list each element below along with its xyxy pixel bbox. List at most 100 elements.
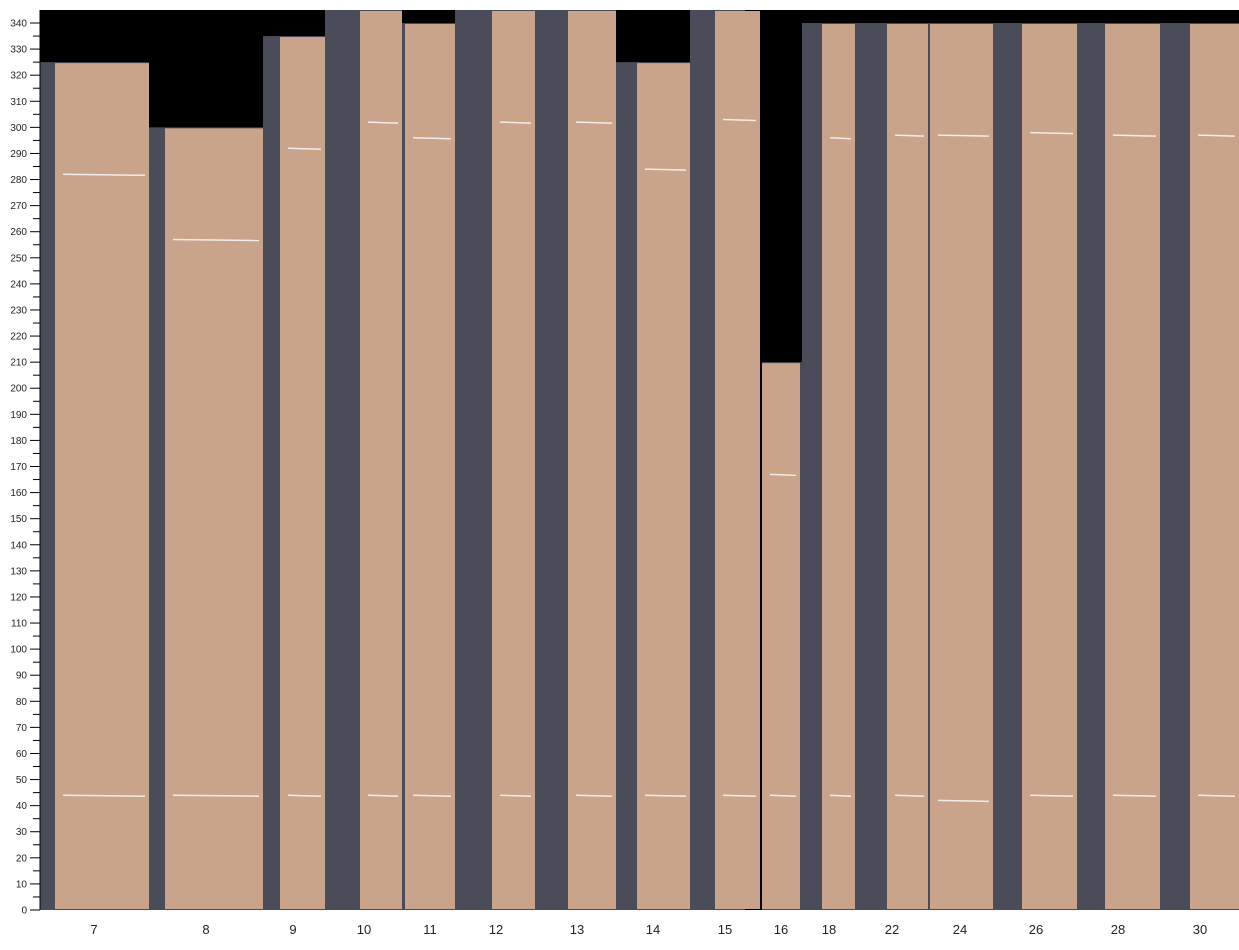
wood-board <box>1105 24 1160 909</box>
board-11 <box>402 23 455 910</box>
board-30 <box>1160 23 1239 910</box>
cut-mark-line <box>1029 131 1074 135</box>
cut-mark-line <box>894 134 925 137</box>
cut-mark-line <box>367 794 399 797</box>
wood-board <box>165 128 263 910</box>
wood-board <box>280 37 325 909</box>
y-tick-label: 50 <box>16 775 28 786</box>
cut-mark-line <box>829 137 852 140</box>
cut-mark-line <box>575 121 613 124</box>
y-tick-label: 340 <box>10 19 27 30</box>
cut-mark-line <box>644 168 687 171</box>
cut-mark-line <box>62 794 146 797</box>
y-tick-label: 80 <box>16 697 28 708</box>
wood-board <box>822 24 855 909</box>
cut-mark-line <box>1197 794 1236 797</box>
board-7 <box>40 62 149 911</box>
cut-mark-line <box>172 794 260 797</box>
x-tick-label: 24 <box>953 922 967 937</box>
board-14 <box>616 62 690 911</box>
y-tick-label: 280 <box>10 175 27 186</box>
y-tick-label: 170 <box>10 462 27 473</box>
cut-mark-line <box>937 799 990 803</box>
cut-mark-line <box>1112 134 1157 137</box>
cut-mark-line <box>412 794 452 797</box>
y-tick-label: 110 <box>11 619 27 630</box>
cut-mark-line <box>499 794 532 797</box>
cut-mark-line <box>367 121 399 124</box>
y-tick-label: 180 <box>10 436 27 447</box>
cut-mark-line <box>829 794 852 797</box>
x-tick-label: 28 <box>1111 922 1125 937</box>
board-8 <box>149 127 263 910</box>
cut-mark-line <box>894 794 925 797</box>
wood-board <box>637 63 690 910</box>
cut-mark-line <box>287 147 322 150</box>
y-tick-label: 150 <box>10 514 27 525</box>
y-tick-label: 270 <box>10 201 27 212</box>
y-tick-label: 90 <box>16 671 28 682</box>
wood-board <box>887 24 928 909</box>
y-tick-label: 300 <box>10 123 27 134</box>
x-tick-label: 11 <box>423 922 437 937</box>
board-28 <box>1077 23 1160 910</box>
y-tick-label: 160 <box>10 488 27 499</box>
wood-board <box>568 11 616 909</box>
cut-mark-line <box>769 794 797 797</box>
y-tick-label: 20 <box>16 853 28 864</box>
y-tick-label: 0 <box>21 906 27 917</box>
cut-mark-line <box>287 794 322 797</box>
wood-board <box>715 11 760 909</box>
x-axis: 7 8 9 10 11 12 13 14 15 16 18 22 24 26 28 30 <box>90 922 1207 937</box>
y-tick-label: 190 <box>10 410 27 421</box>
x-tick-label: 10 <box>357 922 371 937</box>
wood-board <box>492 11 535 909</box>
board-12 <box>455 10 535 910</box>
y-tick-label: 310 <box>10 97 27 108</box>
x-tick-label: 15 <box>718 922 732 937</box>
y-tick-label: 140 <box>10 540 27 551</box>
x-tick-label: 12 <box>489 922 503 937</box>
wood-board <box>1190 24 1239 909</box>
y-axis: 0 10 20 30 40 50 60 70 80 90 100 110 120 130 140 150 160… <box>10 10 41 917</box>
y-tick-label: 240 <box>10 279 27 290</box>
y-tick-label: 10 <box>16 879 28 890</box>
x-tick-label: 30 <box>1193 922 1207 937</box>
y-tick-label: 250 <box>10 253 27 264</box>
y-tick-label: 220 <box>10 332 27 343</box>
cut-mark-line <box>575 794 613 797</box>
y-tick-label: 100 <box>10 645 27 656</box>
x-tick-label: 26 <box>1029 922 1043 937</box>
x-tick-label: 9 <box>289 922 296 937</box>
cut-mark-line <box>62 173 146 177</box>
x-tick-label: 16 <box>774 922 788 937</box>
cut-mark-line <box>937 134 990 137</box>
wood-board <box>762 363 800 909</box>
y-tick-label: 60 <box>16 749 28 760</box>
x-tick-label: 18 <box>822 922 836 937</box>
y-tick-label: 260 <box>10 227 27 238</box>
y-tick-label: 120 <box>10 592 27 603</box>
x-tick-label: 13 <box>570 922 584 937</box>
y-tick-label: 290 <box>10 149 27 160</box>
y-tick-label: 330 <box>10 45 27 56</box>
board-9 <box>263 36 325 910</box>
board-10 <box>325 10 402 910</box>
y-tick-label: 30 <box>16 827 28 838</box>
cut-mark-line <box>722 118 757 122</box>
y-tick-label: 200 <box>10 384 27 395</box>
board-18 <box>802 23 855 910</box>
board-22 <box>855 23 928 910</box>
board-26 <box>993 23 1077 910</box>
y-tick-label: 40 <box>16 801 28 812</box>
x-tick-label: 7 <box>90 922 97 937</box>
board-15 <box>690 10 760 910</box>
board-24 <box>928 23 993 910</box>
cut-mark-line <box>172 238 260 242</box>
board-13 <box>535 10 616 910</box>
y-tick-label: 70 <box>16 723 28 734</box>
x-tick-label: 14 <box>646 922 660 937</box>
wood-board <box>360 11 402 909</box>
wood-board <box>55 63 149 910</box>
